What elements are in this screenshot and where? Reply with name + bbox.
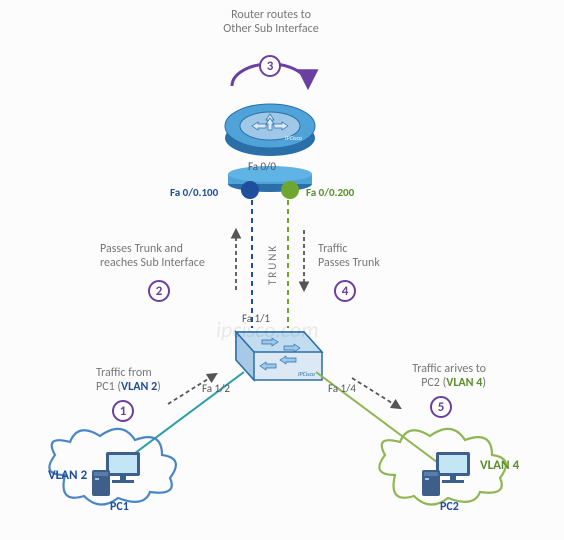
step2-line2: reaches Sub Interface — [100, 256, 205, 270]
step4-line2: Passes Trunk — [318, 256, 380, 270]
step5-line1: Traffic arives to — [412, 362, 486, 376]
step2-text: Passes Trunk and reaches Sub Interface — [100, 242, 230, 271]
step5-text: Traffic arives to PC2 (VLAN 4) — [376, 362, 486, 391]
iface-fa14: Fa 1/4 — [328, 382, 356, 395]
step2-line1: Passes Trunk and — [100, 242, 183, 256]
step5-vlan: VLAN 4 — [446, 376, 482, 390]
step3-line2: Other Sub Interface — [223, 22, 318, 36]
iface-fa12: Fa 1/2 — [202, 382, 230, 395]
step1-line1: Traffic from — [96, 366, 152, 380]
step4-text: Traffic Passes Trunk — [318, 242, 418, 271]
step5-line2a: PC2 ( — [421, 376, 446, 390]
vlan2-label: VLAN 2 — [48, 468, 87, 483]
svg-text:IPCisco: IPCisco — [298, 370, 315, 378]
pc1-label: PC1 — [110, 500, 129, 514]
diagram-canvas: IPCisco IPCisco — [0, 0, 564, 540]
step1-line2a: PC1 ( — [96, 380, 121, 394]
trunk-label: TRUNK — [266, 244, 279, 285]
iface-fa00: Fa 0/0 — [248, 160, 276, 173]
step4-line1: Traffic — [318, 242, 347, 256]
step2-badge: 2 — [148, 280, 170, 302]
iface-fa00-200: Fa 0/0.200 — [306, 186, 354, 199]
iface-fa11: Fa 1/1 — [242, 312, 270, 325]
vlan4-label: VLAN 4 — [480, 458, 519, 473]
iface-fa00-100: Fa 0/0.100 — [170, 186, 218, 199]
step5-badge: 5 — [430, 396, 452, 418]
pc2-label: PC2 — [440, 500, 459, 514]
step3-badge: 3 — [259, 55, 281, 77]
step1-text: Traffic from PC1 (VLAN 2) — [96, 366, 206, 395]
step1-line2c: ) — [157, 380, 161, 394]
step3-line1: Router routes to — [231, 8, 311, 22]
step4-badge: 4 — [334, 280, 356, 302]
step3-text: Router routes to Other Sub Interface — [186, 8, 356, 37]
svg-text:IPCisco: IPCisco — [285, 134, 302, 142]
step1-badge: 1 — [112, 400, 134, 422]
step1-vlan: VLAN 2 — [121, 380, 157, 394]
step5-line2c: ) — [482, 376, 486, 390]
